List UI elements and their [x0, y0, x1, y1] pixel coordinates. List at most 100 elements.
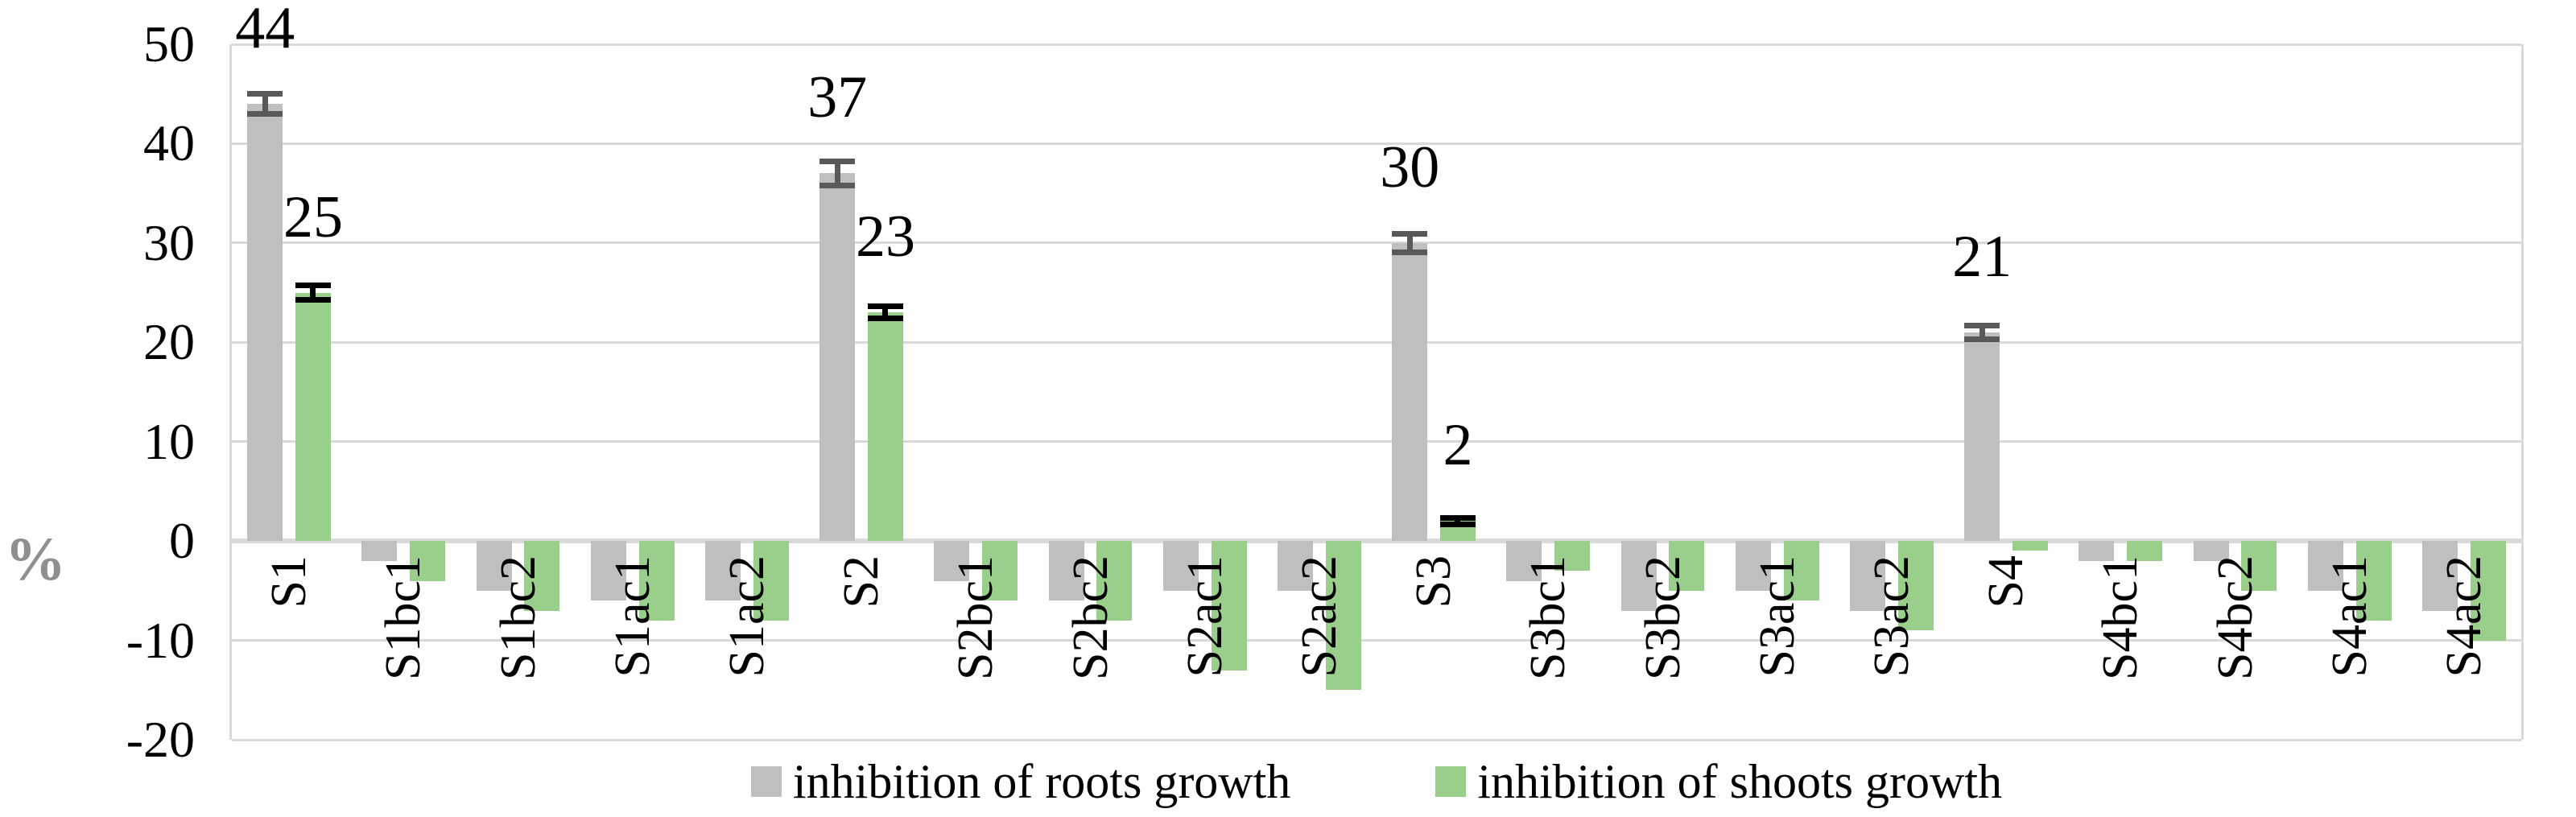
error-bar-part — [819, 182, 856, 188]
error-bar-roots-S4 — [1964, 322, 2000, 343]
bar-roots-S4ac2 — [2421, 541, 2458, 611]
category-label-text: S4ac2 — [2436, 555, 2491, 678]
value-label-S4-roots: 21 — [1952, 223, 2013, 290]
bar-shoots-S2 — [867, 312, 903, 542]
bar-shoots-S3ac2 — [1897, 541, 1934, 631]
category-label-text: S3ac2 — [1864, 555, 1919, 678]
legend: inhibition of roots growth inhibition of… — [232, 753, 2521, 810]
value-label-S2-shoots: 23 — [855, 204, 915, 270]
bar-shoots-S3bc1 — [1554, 541, 1591, 571]
bar-roots-S1bc2 — [476, 541, 512, 591]
bar-shoots-S2ac1 — [1211, 541, 1247, 671]
legend-label-roots: inhibition of roots growth — [793, 755, 1291, 808]
y-axis-tick-label: -10 — [126, 611, 195, 669]
bar-shoots-S2bc1 — [982, 541, 1018, 601]
y-axis-title: % — [5, 526, 66, 593]
category-label-text: S4 — [1979, 555, 2034, 609]
error-bar-part — [1439, 521, 1476, 527]
error-bar-part — [1964, 336, 2000, 343]
y-axis-tick-label: 30 — [143, 213, 195, 271]
error-bar-part — [295, 296, 331, 303]
gridline — [232, 738, 2521, 741]
error-bar-roots-S2 — [819, 158, 856, 188]
error-bar-part — [819, 158, 856, 164]
y-axis-tick-label: 20 — [143, 313, 195, 371]
error-bar-part — [1979, 322, 1985, 343]
bar-shoots-S4ac1 — [2355, 541, 2392, 621]
gridline — [232, 340, 2521, 344]
gridline — [232, 43, 2521, 46]
category-label-text: S4bc2 — [2207, 555, 2263, 681]
error-bar-part — [867, 316, 903, 322]
bar-roots-S3bc2 — [1620, 541, 1657, 611]
bar-roots-S4 — [1964, 332, 2000, 542]
error-bar-part — [882, 303, 889, 322]
category-label-text: S2bc2 — [1063, 555, 1118, 681]
shoots-legend-swatch-icon — [1435, 766, 1467, 797]
y-axis-tick-label: 10 — [143, 412, 195, 470]
bar-shoots-S4bc1 — [2127, 541, 2163, 561]
category-label-text: S1 — [262, 555, 317, 609]
gridline — [232, 639, 2521, 642]
error-bar-part — [310, 283, 316, 303]
gridline — [232, 440, 2521, 444]
bar-roots-S2ac1 — [1162, 541, 1199, 591]
bar-roots-S2ac2 — [1277, 541, 1314, 591]
category-label-text: S1bc2 — [490, 555, 546, 681]
bar-roots-S1bc1 — [361, 541, 398, 561]
bar-roots-S2 — [819, 173, 856, 542]
error-bar-roots-S3 — [1392, 231, 1428, 255]
bar-roots-S1ac1 — [590, 541, 626, 601]
y-axis-tick-label: 40 — [143, 114, 195, 172]
category-label-text: S1bc1 — [376, 555, 431, 681]
error-bar-part — [867, 303, 903, 310]
bar-shoots-S3bc2 — [1669, 541, 1705, 591]
y-axis-tick-label: -20 — [126, 711, 195, 768]
category-label-text: S4ac1 — [2322, 555, 2377, 678]
category-label-text: S4bc1 — [2093, 555, 2149, 681]
bar-shoots-S1 — [295, 292, 331, 542]
bar-roots-S3ac2 — [1849, 541, 1886, 611]
error-bar-roots-S1 — [247, 91, 283, 118]
bar-roots-S1 — [247, 104, 283, 542]
bar-roots-S4bc1 — [2079, 541, 2115, 561]
plot-border — [229, 44, 232, 740]
bar-shoots-S1bc2 — [524, 541, 560, 611]
error-bar-part — [295, 283, 331, 289]
roots-legend-swatch-icon — [751, 766, 782, 797]
error-bar-part — [247, 91, 283, 97]
category-label-text: S1ac2 — [719, 555, 774, 678]
category-label-text: S2ac1 — [1177, 555, 1232, 678]
value-label-S3-roots: 30 — [1380, 134, 1440, 200]
error-bar-part — [1406, 231, 1413, 255]
category-label-text: S3bc2 — [1635, 555, 1690, 681]
error-bar-shoots-S1 — [295, 283, 331, 303]
error-bar-part — [1392, 249, 1428, 255]
bar-roots-S2bc1 — [934, 541, 970, 581]
legend-entry-roots: inhibition of roots growth — [751, 755, 1290, 808]
legend-entry-shoots: inhibition of shoots growth — [1435, 755, 2002, 808]
bar-roots-S4bc2 — [2193, 541, 2229, 561]
bar-shoots-S2ac2 — [1325, 541, 1361, 691]
bar-roots-S3bc1 — [1506, 541, 1542, 581]
bar-roots-S3ac1 — [1735, 541, 1771, 591]
error-bar-part — [262, 91, 268, 118]
bar-shoots-S4bc2 — [2241, 541, 2277, 591]
value-label-S2-roots: 37 — [807, 64, 868, 131]
bar-shoots-S2bc2 — [1096, 541, 1133, 621]
bar-roots-S1ac2 — [704, 541, 741, 601]
bar-shoots-S1ac2 — [753, 541, 789, 621]
category-label-text: S3 — [1406, 555, 1462, 609]
bar-roots-S3 — [1392, 242, 1428, 542]
legend-label-shoots: inhibition of shoots growth — [1477, 755, 2002, 808]
bar-roots-S2bc2 — [1048, 541, 1084, 601]
value-label-S3-shoots: 2 — [1443, 412, 1473, 479]
bar-shoots-S1bc1 — [410, 541, 446, 581]
bar-roots-S4ac1 — [2307, 541, 2343, 591]
bar-shoots-S1ac1 — [638, 541, 675, 621]
error-bar-shoots-S2 — [867, 303, 903, 322]
category-label-text: S1ac1 — [605, 555, 660, 678]
error-bar-part — [1392, 231, 1428, 237]
category-label-text: S2bc1 — [948, 555, 1004, 681]
bar-shoots-S4 — [2012, 541, 2048, 551]
